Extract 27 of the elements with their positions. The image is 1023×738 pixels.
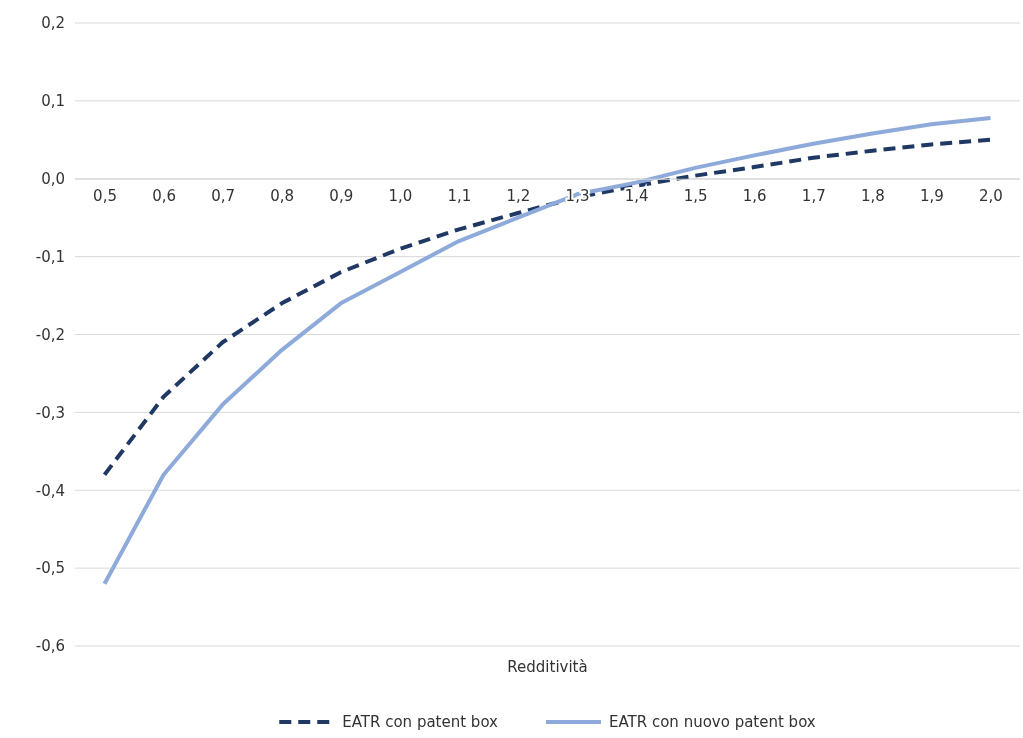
- x-tick-label: 1,7: [801, 187, 826, 206]
- x-tick-label: 0,6: [152, 187, 177, 206]
- x-tick-label: 1,2: [506, 187, 531, 206]
- x-tick-label: 1,1: [447, 187, 472, 206]
- y-tick-label: 0,1: [41, 92, 65, 111]
- x-tick-label: 0,5: [93, 187, 117, 206]
- y-tick-label: -0,1: [35, 247, 65, 266]
- y-tick-label: -0,6: [35, 637, 65, 656]
- x-tick-label: 0,8: [270, 187, 295, 206]
- y-tick-label: -0,5: [35, 559, 65, 578]
- x-tick-label: 0,9: [329, 187, 354, 206]
- x-axis-title: Redditività: [507, 658, 588, 676]
- y-tick-label: -0,3: [35, 403, 65, 422]
- legend-label: EATR con nuovo patent box: [609, 713, 816, 731]
- x-tick-label: 1,6: [742, 187, 767, 206]
- y-tick-label: 0,0: [41, 170, 65, 189]
- y-tick-label: -0,2: [35, 325, 65, 344]
- legend-label: EATR con patent box: [342, 713, 499, 731]
- x-tick-label: 2,0: [979, 187, 1003, 206]
- y-tick-label: 0,2: [41, 14, 65, 33]
- x-tick-label: 0,7: [211, 187, 236, 206]
- x-tick-label: 1,5: [683, 187, 708, 206]
- x-tick-label: 1,0: [388, 187, 413, 206]
- x-tick-label: 1,4: [624, 187, 649, 206]
- x-tick-label: 1,8: [860, 187, 885, 206]
- y-tick-label: -0,4: [35, 481, 65, 500]
- x-tick-label: 1,9: [919, 187, 944, 206]
